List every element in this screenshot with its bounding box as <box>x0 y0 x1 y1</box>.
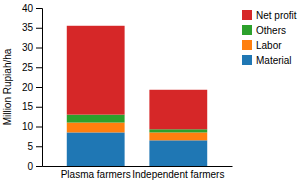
series <box>67 132 207 166</box>
y-tick-label: 35 <box>22 22 34 33</box>
x-tick: Independent farmers <box>132 169 224 180</box>
y-axis: 0 5 10 15 20 25 30 35 40 <box>22 3 43 172</box>
y-tick-mark <box>36 166 42 167</box>
bar-segment <box>67 123 125 133</box>
y-tick-label: 10 <box>22 121 34 132</box>
legend-swatch <box>242 55 252 65</box>
y-tick-label: 40 <box>22 3 34 14</box>
bar-segment <box>67 132 125 166</box>
y-tick-mark <box>36 28 42 29</box>
y-tick: 20 <box>22 82 42 93</box>
y-axis-title: Million Rupiah/ha <box>2 48 13 125</box>
y-tick-mark <box>36 127 42 128</box>
legend-label: Labor <box>256 40 282 51</box>
y-tick-label: 30 <box>22 42 34 53</box>
x-axis: Plasma farmersIndependent farmers <box>43 167 233 181</box>
x-tick-label: Independent farmers <box>132 169 224 180</box>
bar-segment <box>149 129 207 132</box>
legend-item: Material <box>242 55 292 66</box>
x-axis-line <box>43 166 233 167</box>
y-tick-label: 20 <box>22 82 34 93</box>
y-tick-label: 5 <box>27 141 33 152</box>
y-tick-mark <box>36 107 42 108</box>
y-tick-label: 15 <box>22 101 34 112</box>
legend-label: Others <box>256 25 286 36</box>
bar-segment <box>67 26 125 115</box>
legend-swatch <box>242 10 252 20</box>
y-tick: 40 <box>22 3 42 14</box>
bar-segment <box>149 140 207 166</box>
bar-segment <box>67 115 125 123</box>
x-tick-label: Plasma farmers <box>61 169 131 180</box>
x-tick: Plasma farmers <box>61 169 131 180</box>
y-tick: 35 <box>22 22 42 33</box>
y-tick: 25 <box>22 62 42 73</box>
y-tick-label: 0 <box>27 161 33 172</box>
y-tick-mark <box>36 8 42 9</box>
y-tick-mark <box>36 48 42 49</box>
bars <box>67 26 207 166</box>
bar-segment <box>149 132 207 140</box>
legend-item: Net profit <box>242 10 297 21</box>
plot: 0 5 10 15 20 25 30 35 40 Plasma farmersIndependen… <box>22 3 233 180</box>
y-tick: 5 <box>27 141 42 152</box>
y-tick: 10 <box>22 121 42 132</box>
legend-item: Labor <box>242 40 282 51</box>
y-tick: 0 <box>27 161 42 172</box>
y-tick: 30 <box>22 42 42 53</box>
legend-label: Material <box>256 55 292 66</box>
chart: 0 5 10 15 20 25 30 35 40 Plasma farmersIndependen… <box>0 0 306 186</box>
legend: Net profit Others Labor Material <box>242 10 297 66</box>
legend-swatch <box>242 25 252 35</box>
y-tick-mark <box>36 87 42 88</box>
legend-label: Net profit <box>256 10 297 21</box>
y-tick-mark <box>36 67 42 68</box>
y-axis-line <box>36 9 43 167</box>
series <box>67 26 207 129</box>
legend-item: Others <box>242 25 286 36</box>
y-tick-label: 25 <box>22 62 34 73</box>
legend-swatch <box>242 40 252 50</box>
y-tick: 15 <box>22 101 42 112</box>
bar-segment <box>149 90 207 130</box>
y-tick-mark <box>36 146 42 147</box>
